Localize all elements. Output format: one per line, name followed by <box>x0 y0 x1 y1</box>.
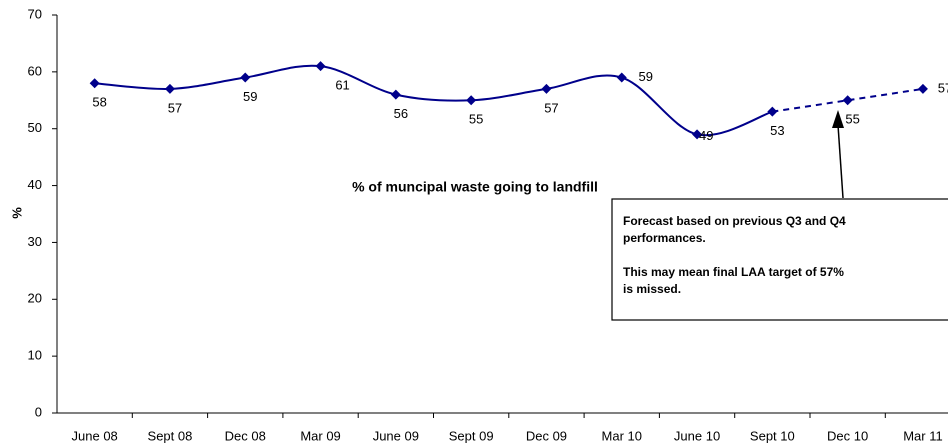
line-actual <box>94 64 773 137</box>
data-label: 58 <box>92 95 106 110</box>
x-tick-label: Dec 08 <box>225 428 266 443</box>
x-tick-label: Sept 08 <box>148 428 193 443</box>
data-label: 61 <box>335 78 349 93</box>
marker <box>917 83 928 94</box>
marker <box>541 83 552 94</box>
marker <box>767 106 778 117</box>
x-tick-label: Mar 09 <box>300 428 340 443</box>
data-label: 59 <box>243 89 257 104</box>
data-label: 55 <box>469 112 483 127</box>
x-tick-label: Mar 11 <box>903 428 943 443</box>
data-label: 59 <box>639 69 653 84</box>
y-tick-label: 70 <box>28 6 42 21</box>
x-tick-label: June 09 <box>373 428 419 443</box>
data-label: 55 <box>845 112 859 127</box>
annotation: % of muncipal waste going to landfill <box>352 179 598 195</box>
x-tick-label: Dec 10 <box>827 428 868 443</box>
data-label: 57 <box>168 100 182 115</box>
annotation-box <box>611 198 948 321</box>
y-tick-label: 20 <box>28 291 42 306</box>
data-label: 53 <box>770 123 784 138</box>
data-label: 57 <box>938 80 948 95</box>
y-tick-label: 10 <box>28 348 42 363</box>
marker <box>842 95 853 106</box>
y-tick-label: 0 <box>35 404 42 419</box>
marker <box>466 95 477 106</box>
annotation-box-text: This may mean final LAA target of 57% <box>623 265 844 279</box>
x-tick-label: June 08 <box>72 428 118 443</box>
annotation-box-text: is missed. <box>623 282 681 296</box>
marker <box>616 72 627 83</box>
arrow <box>837 124 844 199</box>
y-tick-label: 50 <box>28 120 42 135</box>
x-tick-label: Sept 09 <box>449 428 494 443</box>
marker <box>240 72 251 83</box>
marker <box>390 89 401 100</box>
x-tick-label: June 10 <box>674 428 720 443</box>
y-tick-label: 40 <box>28 177 42 192</box>
x-tick-label: Mar 10 <box>602 428 642 443</box>
y-tick-label: 30 <box>28 234 42 249</box>
x-tick-label: Dec 09 <box>526 428 567 443</box>
data-label: 56 <box>394 106 408 121</box>
annotation-box-text: Forecast based on previous Q3 and Q4 <box>623 214 846 228</box>
marker <box>164 83 175 94</box>
marker <box>692 129 703 140</box>
x-tick-label: Sept 10 <box>750 428 795 443</box>
marker <box>89 78 100 89</box>
marker <box>315 61 326 72</box>
data-label: 57 <box>544 100 558 115</box>
line-forecast <box>772 87 924 113</box>
y-axis-label: % <box>9 207 24 219</box>
data-label: 49 <box>699 128 713 143</box>
y-tick-label: 60 <box>28 63 42 78</box>
arrow-head <box>832 110 844 128</box>
annotation-box-text: performances. <box>623 231 706 245</box>
